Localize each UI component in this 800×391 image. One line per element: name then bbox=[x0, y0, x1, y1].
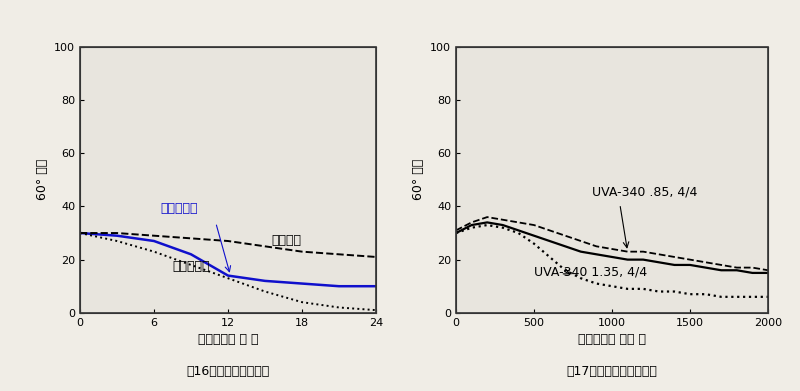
Y-axis label: 60° 光泽: 60° 光泽 bbox=[35, 159, 49, 201]
Text: 图16－聚酯、户外老化: 图16－聚酯、户外老化 bbox=[186, 365, 270, 378]
Y-axis label: 60° 光泽: 60° 光泽 bbox=[411, 159, 425, 201]
Text: 图17－聚酯、实验室老化: 图17－聚酯、实验室老化 bbox=[566, 365, 658, 378]
X-axis label: 曝晴时间（ 小时 ）: 曝晴时间（ 小时 ） bbox=[578, 333, 646, 346]
Text: 佛罗里达州: 佛罗里达州 bbox=[160, 202, 198, 215]
Text: 亚利桑那州: 亚利桑那州 bbox=[173, 260, 210, 273]
Text: UVA-340 1.35, 4/4: UVA-340 1.35, 4/4 bbox=[534, 265, 647, 278]
Text: UVA-340 .85, 4/4: UVA-340 .85, 4/4 bbox=[592, 186, 697, 199]
X-axis label: 曝晴时间（ 月 ）: 曝晴时间（ 月 ） bbox=[198, 333, 258, 346]
Text: 俄亥俄州: 俄亥俄州 bbox=[271, 234, 301, 247]
